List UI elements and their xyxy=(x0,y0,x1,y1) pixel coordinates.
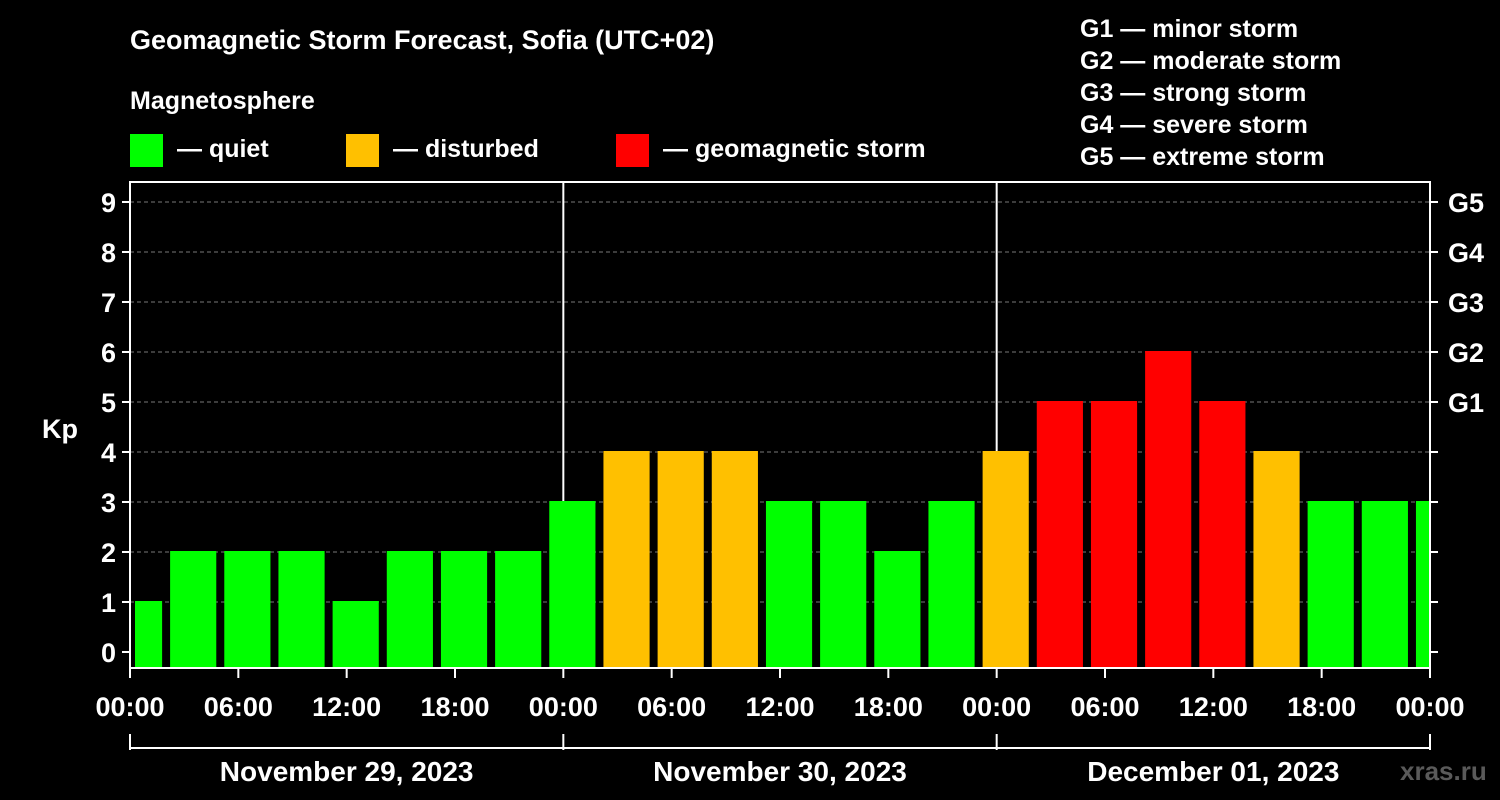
kp-bar xyxy=(1145,351,1192,668)
y-tick-label: 9 xyxy=(101,188,116,218)
kp-bar xyxy=(603,451,650,668)
kp-bar xyxy=(711,451,758,668)
kp-bar xyxy=(549,501,596,668)
g-scale-label: G5 xyxy=(1448,188,1484,218)
bars xyxy=(135,351,1429,668)
g-scale-label: G1 xyxy=(1448,388,1484,418)
scale-g1: G1 — minor storm xyxy=(1080,15,1298,43)
y-tick-label: 4 xyxy=(101,438,116,468)
legend-swatch-disturbed xyxy=(346,134,379,167)
kp-bar xyxy=(1036,401,1083,668)
x-tick-label: 06:00 xyxy=(1070,692,1139,722)
y-tick-label: 0 xyxy=(101,638,116,668)
kp-bar xyxy=(1253,451,1300,668)
x-tick-label: 12:00 xyxy=(312,692,381,722)
kp-bar xyxy=(224,551,271,668)
chart-title: Geomagnetic Storm Forecast, Sofia (UTC+0… xyxy=(130,25,714,55)
date-axis: November 29, 2023 November 30, 2023 Decemb… xyxy=(129,734,1431,787)
scale-g5: G5 — extreme storm xyxy=(1080,143,1325,171)
scale-g2: G2 — moderate storm xyxy=(1080,47,1341,75)
kp-bar xyxy=(982,451,1029,668)
y-tick-label: 8 xyxy=(101,238,116,268)
legend-swatch-storm xyxy=(616,134,649,167)
g-scale-axis: G1 G2 G3 G4 G5 xyxy=(1448,188,1484,418)
kp-bar xyxy=(1361,501,1408,668)
x-tick-label: 12:00 xyxy=(1179,692,1248,722)
kp-bar xyxy=(278,551,325,668)
legend-swatch-quiet xyxy=(130,134,163,167)
legend-label-disturbed: — disturbed xyxy=(393,135,539,163)
legend-label-storm: — geomagnetic storm xyxy=(663,135,926,163)
y-tick-label: 3 xyxy=(101,488,116,518)
x-tick-label: 18:00 xyxy=(1287,692,1356,722)
kp-bar xyxy=(874,551,921,668)
x-tick-label: 06:00 xyxy=(204,692,273,722)
y-tick-label: 5 xyxy=(101,388,116,418)
kp-bar xyxy=(820,501,867,668)
kp-bar xyxy=(1199,401,1246,668)
y-axis-label: Kp xyxy=(42,414,78,444)
kp-bar xyxy=(1090,401,1138,668)
kp-bar xyxy=(1307,501,1354,668)
kp-bar xyxy=(332,601,379,668)
watermark: xras.ru xyxy=(1400,756,1487,786)
scale-g4: G4 — severe storm xyxy=(1080,111,1308,139)
x-axis: 00:00 06:00 12:00 18:00 00:00 06:00 12:00 18:00… xyxy=(95,668,1465,722)
x-tick-label: 12:00 xyxy=(745,692,814,722)
kp-bar xyxy=(440,551,488,668)
x-tick-label: 18:00 xyxy=(420,692,489,722)
legend-heading: Magnetosphere xyxy=(130,87,315,115)
kp-bar xyxy=(495,551,542,668)
x-tick-label: 18:00 xyxy=(854,692,923,722)
kp-bar xyxy=(928,501,975,668)
x-tick-label: 00:00 xyxy=(962,692,1031,722)
kp-bar xyxy=(765,501,813,668)
g-scale-label: G4 xyxy=(1448,238,1484,268)
y-tick-label: 7 xyxy=(101,288,116,318)
kp-bar xyxy=(135,601,163,668)
y-tick-label: 6 xyxy=(101,338,116,368)
scale-g3: G3 — strong storm xyxy=(1080,79,1306,107)
date-label: November 30, 2023 xyxy=(653,756,907,787)
date-label: November 29, 2023 xyxy=(220,756,474,787)
kp-bar xyxy=(386,551,433,668)
kp-bar xyxy=(657,451,704,668)
x-tick-label: 00:00 xyxy=(529,692,598,722)
g-scale-label: G3 xyxy=(1448,288,1484,318)
x-tick-label: 00:00 xyxy=(1395,692,1464,722)
kp-bar xyxy=(170,551,217,668)
kp-bar xyxy=(1415,501,1429,668)
y-tick-label: 2 xyxy=(101,538,116,568)
y-tick-label: 1 xyxy=(101,588,116,618)
g-scale-label: G2 xyxy=(1448,338,1484,368)
date-label: December 01, 2023 xyxy=(1087,756,1339,787)
y-axis: 0 1 2 3 4 5 6 7 8 9 xyxy=(101,188,1438,668)
x-tick-label: 06:00 xyxy=(637,692,706,722)
x-tick-label: 00:00 xyxy=(95,692,164,722)
legend-label-quiet: — quiet xyxy=(177,135,269,163)
